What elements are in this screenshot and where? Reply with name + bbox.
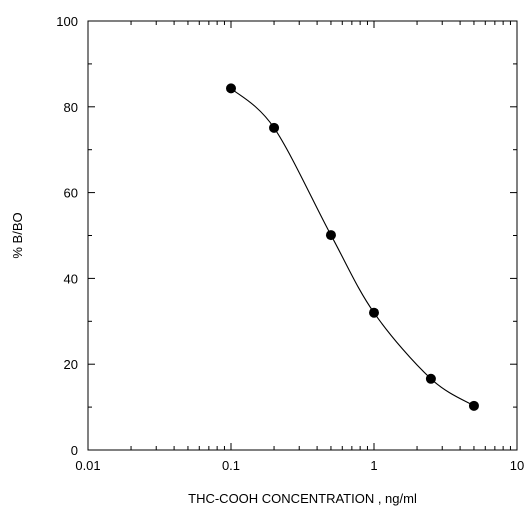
data-point [226, 83, 236, 94]
y-tick-label: 100 [56, 14, 78, 29]
x-tick-label: 1 [370, 458, 377, 473]
plot-frame [87, 20, 518, 451]
y-tick-label: 20 [64, 357, 78, 372]
x-axis-ticks: 0.01 0.1 1 10 [75, 21, 524, 473]
y-axis-ticks: 0 20 40 60 80 100 [56, 14, 517, 458]
y-axis-label: % B/BO [10, 212, 25, 258]
data-point [325, 230, 336, 241]
series-line [230, 87, 475, 407]
y-tick-label: 0 [71, 443, 78, 458]
x-tick-label: 0.1 [222, 458, 240, 473]
data-point [369, 307, 379, 318]
y-tick-label: 60 [64, 186, 78, 201]
x-tick-label: 0.01 [75, 458, 100, 473]
series-layer [226, 83, 479, 411]
y-tick-label: 80 [64, 100, 78, 115]
x-axis-label: THC-COOH CONCENTRATION , ng/ml [188, 491, 417, 506]
x-tick-label: 10 [510, 458, 524, 473]
y-tick-label: 40 [64, 271, 78, 286]
data-point [468, 400, 479, 411]
data-point [425, 373, 436, 384]
data-point [269, 122, 280, 133]
